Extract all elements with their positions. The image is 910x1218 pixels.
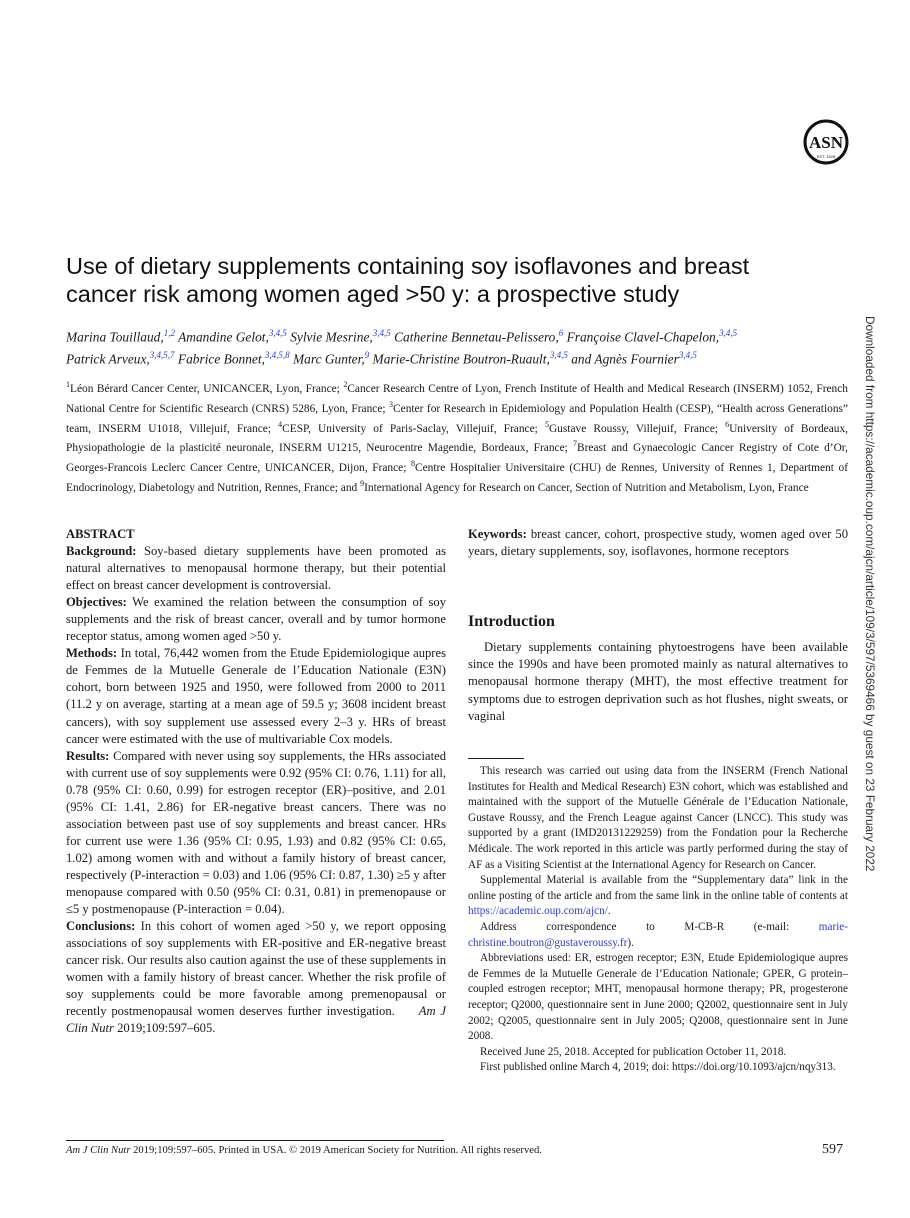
keywords-label: Keywords:	[468, 527, 527, 541]
affiliation-number: 8	[411, 459, 415, 469]
affiliation: CESP, University of Paris-Saclay, Villej…	[282, 422, 545, 435]
abstract-section: Objectives: We examined the relation bet…	[66, 594, 446, 645]
abstract-heading: ABSTRACT	[66, 527, 135, 541]
abbreviations-note: Abbreviations used: ER, estrogen recepto…	[468, 952, 848, 1043]
correspondence-note: Address correspondence to M-CB-R (e-mail…	[468, 920, 848, 949]
published-note: First published online March 4, 2019; do…	[480, 1061, 836, 1074]
section-label: Objectives:	[66, 595, 127, 610]
affiliation-number: 1	[66, 380, 70, 389]
section-text: In this cohort of women aged >50 y, we r…	[66, 919, 446, 1019]
author: Marc Gunter,	[293, 351, 365, 367]
author-affiliation-marker: 6	[558, 328, 564, 338]
section-text: We examined the relation between the con…	[66, 595, 446, 644]
author: Françoise Clavel-Chapelon,	[566, 329, 720, 345]
affiliation: Breast and Gynaecologic Cancer Registry …	[66, 442, 848, 474]
section-text: Soy-based dietary supplements have been …	[66, 544, 446, 593]
received-note: Received June 25, 2018. Accepted for pub…	[480, 1045, 787, 1058]
svg-text:EST. 1928: EST. 1928	[817, 154, 836, 159]
affiliation: University of Bordeaux, Physiopathologie…	[66, 422, 848, 455]
affiliation-number: 7	[573, 439, 578, 449]
citation: 2019;109:597–605.	[113, 1021, 216, 1036]
asn-logo: ASN EST. 1928	[803, 119, 849, 165]
affiliation: International Agency for Research on Can…	[364, 481, 809, 494]
email-link[interactable]: marie-christine.boutron@gustaveroussy.fr	[468, 920, 848, 949]
author: Amandine Gelot,	[178, 329, 269, 345]
footnotes: This research was carried out using data…	[468, 764, 848, 1076]
abstract: ABSTRACT Background: Soy-based dietary s…	[66, 526, 446, 1037]
affiliation-number: 9	[360, 478, 365, 488]
keywords-text: breast cancer, cohort, prospective study…	[468, 527, 848, 559]
affiliation: Gustave Roussy, Villejuif, France;	[548, 422, 726, 435]
affiliation-number: 5	[544, 419, 549, 429]
author: Marina Touillaud,	[66, 329, 164, 345]
author-affiliation-marker: 3,4,5,7	[149, 350, 175, 361]
affiliation-number: 2	[343, 380, 348, 389]
supplemental-link[interactable]: https://academic.oup.com/ajcn/	[468, 905, 608, 918]
section-label: Background:	[66, 544, 137, 559]
author: Patrick Arveux,	[66, 351, 150, 367]
author: Catherine Bennetau-Pelissero,	[394, 329, 559, 345]
author: Sylvie Mesrine,	[290, 329, 373, 345]
section-text: In total, 76,442 women from the Etude Ep…	[66, 646, 446, 746]
affiliation: Centre Hospitalier Universitaire (CHU) d…	[66, 461, 848, 494]
funding-note: This research was carried out using data…	[468, 765, 848, 871]
author-affiliation-marker: 3,4,5	[678, 350, 697, 361]
supplemental-note: Supplemental Material is available from …	[468, 874, 848, 918]
affiliation: Léon Bérard Cancer Center, UNICANCER, Ly…	[70, 382, 344, 395]
author-affiliation-marker: 3,4,5,8	[264, 350, 290, 361]
introduction-text: Dietary supplements containing phytoestr…	[468, 640, 848, 723]
affiliation: Cancer Research Centre of Lyon, French I…	[66, 382, 848, 415]
introduction-heading: Introduction	[468, 613, 555, 630]
abstract-section: Results: Compared with never using soy s…	[66, 748, 446, 918]
author-affiliation-marker: 1,2	[163, 328, 175, 338]
author: Fabrice Bonnet,	[177, 351, 265, 367]
footer-divider	[66, 1140, 444, 1141]
author-affiliation-marker: 3,4,5	[719, 328, 738, 338]
author-affiliation-marker: 3,4,5	[549, 350, 568, 361]
author-affiliation-marker: 9	[364, 350, 370, 361]
article-title: Use of dietary supplements containing so…	[66, 253, 750, 307]
keywords: Keywords: breast cancer, cohort, prospec…	[468, 526, 848, 560]
affiliation: Center for Research in Epidemiology and …	[66, 402, 848, 435]
abstract-section: Methods: In total, 76,442 women from the…	[66, 645, 446, 747]
footer-citation: Am J Clin Nutr 2019;109:597–605. Printed…	[66, 1145, 542, 1156]
abstract-section: Background: Soy-based dietary supplement…	[66, 543, 446, 594]
download-watermark: Downloaded from https://academic.oup.com…	[863, 316, 877, 872]
author: and Agnès Fournier	[571, 351, 679, 367]
section-label: Conclusions:	[66, 919, 136, 934]
page-number: 597	[822, 1142, 843, 1157]
affiliations: 1Léon Bérard Cancer Center, UNICANCER, L…	[66, 377, 848, 496]
author: Marie-Christine Boutron-Ruault,	[372, 351, 550, 367]
svg-text:ASN: ASN	[809, 133, 844, 152]
abstract-section: Conclusions: In this cohort of women age…	[66, 918, 446, 1037]
author-affiliation-marker: 3,4,5	[372, 328, 391, 338]
section-text: Compared with never using soy supplement…	[66, 748, 446, 917]
affiliation-number: 4	[278, 419, 283, 429]
affiliation-number: 3	[389, 399, 394, 409]
author-list: Marina Touillaud,1,2 Amandine Gelot,3,4,…	[66, 324, 851, 369]
author-affiliation-marker: 3,4,5	[268, 328, 287, 338]
section-label: Results:	[66, 748, 110, 763]
footnote-divider	[468, 758, 524, 759]
section-label: Methods:	[66, 646, 118, 661]
affiliation-number: 6	[725, 419, 730, 429]
citation-journal: Am J Clin Nutr	[66, 1004, 446, 1036]
